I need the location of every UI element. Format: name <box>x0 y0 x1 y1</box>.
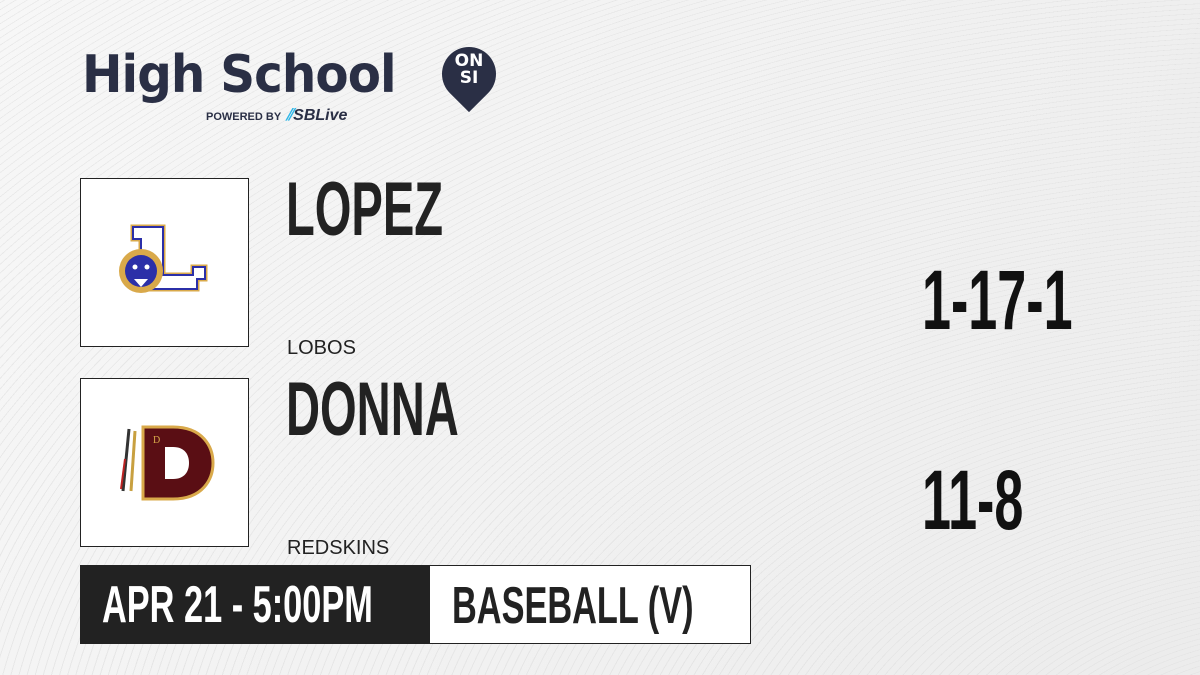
partner-name: SBLive <box>293 107 348 124</box>
team-logo-donna: D <box>80 378 249 547</box>
badge-line-2: SI <box>459 68 479 88</box>
team-record-donna: 11-8 <box>922 453 1024 547</box>
game-sport-banner: BASEBALL (V) <box>430 565 751 644</box>
game-datetime-banner: APR 21 - 5:00PM <box>80 565 430 644</box>
team-name-donna: DONNA <box>286 367 459 452</box>
donna-logo-letters: D <box>153 435 160 446</box>
game-sport: BASEBALL (V) <box>452 577 694 635</box>
donna-logo-icon: D <box>120 425 215 501</box>
partner-logo: ⫽SBLive <box>286 107 348 124</box>
game-datetime: APR 21 - 5:00PM <box>102 576 373 634</box>
powered-by-label: POWERED BY <box>206 111 282 123</box>
team-mascot-lopez: LOBOS <box>287 337 356 359</box>
badge-line-1: ON <box>454 51 484 71</box>
team-record-lopez: 1-17-1 <box>922 253 1073 347</box>
logo-badge: ON SI <box>448 53 490 87</box>
team-logo-lopez <box>80 178 249 347</box>
team-mascot-donna: REDSKINS <box>287 537 390 559</box>
logo-title: High School <box>82 45 397 105</box>
lopez-logo-icon <box>119 224 208 293</box>
team-name-lopez: LOPEZ <box>286 167 444 252</box>
